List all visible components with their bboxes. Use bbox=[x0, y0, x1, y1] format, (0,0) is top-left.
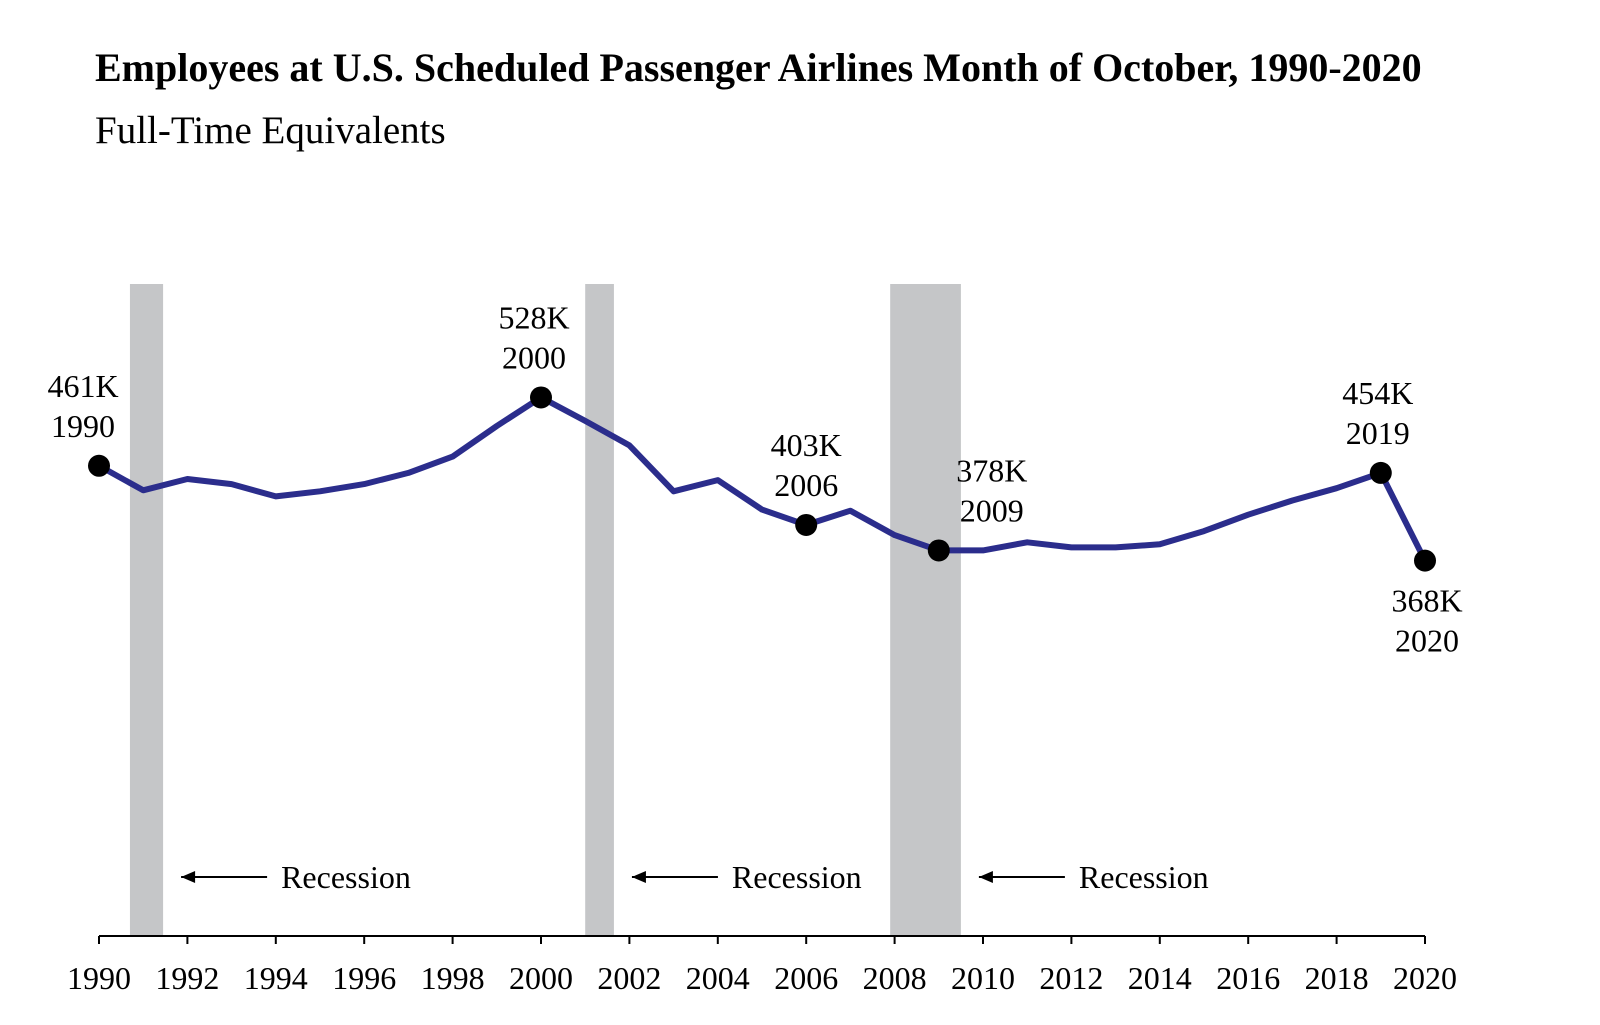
data-year-label: 2000 bbox=[502, 339, 566, 375]
series-line-layer bbox=[96, 394, 1428, 564]
x-tick-label: 1994 bbox=[244, 960, 308, 996]
data-value-label: 461K bbox=[47, 368, 118, 404]
recession-band bbox=[129, 284, 164, 936]
data-point-marker bbox=[1414, 549, 1436, 572]
recession-arrow-head bbox=[181, 871, 196, 883]
data-labels: Recession Recession Recession 461K 1990 528K 2… bbox=[47, 299, 1462, 895]
data-year-label: 2006 bbox=[774, 467, 838, 503]
recession-label: Recession bbox=[1079, 859, 1209, 895]
data-value-label: 368K bbox=[1391, 583, 1462, 619]
x-tick-label: 2002 bbox=[597, 960, 661, 996]
data-value-label: 403K bbox=[771, 427, 842, 463]
x-axis: 1990 1992 1994 1996 1998 2000 2002 2004 2006 2008… bbox=[67, 935, 1457, 996]
recession-band bbox=[890, 284, 961, 936]
data-value-label: 528K bbox=[498, 299, 569, 335]
recession-arrow-head bbox=[631, 871, 646, 883]
data-point-marker bbox=[88, 454, 110, 477]
data-value-label: 378K bbox=[956, 452, 1027, 488]
x-tick-label: 2016 bbox=[1216, 960, 1280, 996]
x-tick-label: 1990 bbox=[67, 960, 131, 996]
recession-arrow-head bbox=[978, 871, 993, 883]
recession-label: Recession bbox=[732, 859, 862, 895]
data-point-marker bbox=[927, 539, 950, 562]
recession-label: Recession bbox=[281, 859, 411, 895]
recession-band bbox=[585, 284, 614, 936]
x-tick-label: 2018 bbox=[1305, 960, 1369, 996]
chart-subtitle: Full-Time Equivalents bbox=[95, 109, 446, 152]
x-tick-label: 2014 bbox=[1128, 960, 1192, 996]
x-tick-label: 2020 bbox=[1393, 960, 1457, 996]
data-year-label: 2009 bbox=[960, 492, 1024, 528]
x-tick-label: 2008 bbox=[863, 960, 927, 996]
highlight-markers bbox=[88, 386, 1436, 572]
x-tick-label: 2004 bbox=[686, 960, 750, 996]
data-year-label: 2019 bbox=[1346, 415, 1410, 451]
data-year-label: 2020 bbox=[1395, 623, 1459, 659]
x-tick-label: 2000 bbox=[509, 960, 573, 996]
x-tick-label: 2010 bbox=[951, 960, 1015, 996]
x-tick-label: 2006 bbox=[774, 960, 838, 996]
data-point-marker bbox=[1369, 461, 1392, 484]
chart-title: Employees at U.S. Scheduled Passenger Ai… bbox=[95, 45, 1422, 90]
x-tick-label: 1996 bbox=[332, 960, 396, 996]
data-year-label: 1990 bbox=[51, 408, 115, 444]
data-value-label: 454K bbox=[1342, 375, 1413, 411]
x-tick-label: 1992 bbox=[155, 960, 219, 996]
data-point-marker bbox=[530, 386, 552, 409]
data-point-marker bbox=[795, 513, 818, 536]
series-line bbox=[96, 394, 1428, 564]
recession-bands bbox=[129, 284, 1065, 936]
x-tick-label: 2012 bbox=[1039, 960, 1103, 996]
x-tick-label: 1998 bbox=[421, 960, 485, 996]
